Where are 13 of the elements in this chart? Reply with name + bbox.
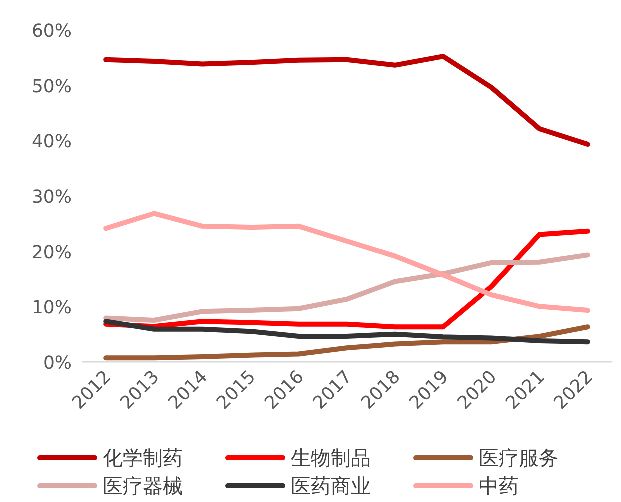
y-tick-label: 0% xyxy=(43,353,72,374)
legend-label: 医疗器械 xyxy=(103,474,183,498)
legend-label: 医药商业 xyxy=(291,474,371,498)
legend-label: 生物制品 xyxy=(291,446,371,470)
y-tick-label: 10% xyxy=(32,298,72,319)
legend-label: 医疗服务 xyxy=(479,446,559,470)
y-tick-label: 40% xyxy=(32,132,72,153)
legend-label: 中药 xyxy=(479,474,519,498)
y-tick-label: 20% xyxy=(32,242,72,264)
y-tick-label: 30% xyxy=(32,187,72,208)
y-tick-label: 50% xyxy=(32,76,72,98)
y-tick-label: 60% xyxy=(32,21,72,42)
legend-label: 化学制药 xyxy=(103,446,183,470)
